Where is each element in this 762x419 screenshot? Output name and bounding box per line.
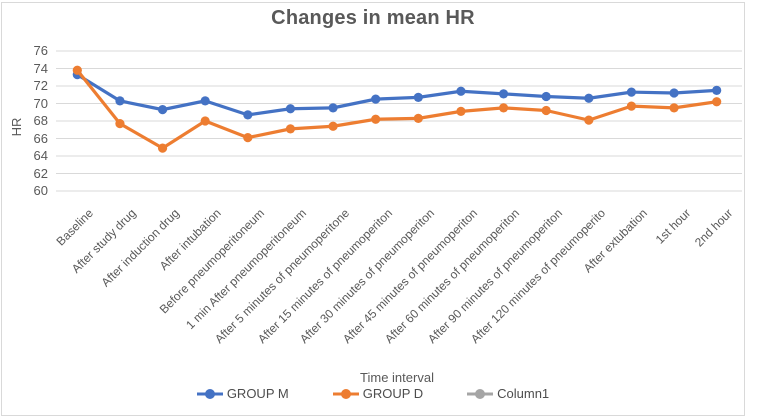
data-point-group-d bbox=[413, 113, 423, 123]
data-point-group-d bbox=[669, 103, 679, 113]
data-point-group-d bbox=[328, 121, 338, 131]
data-point-group-m bbox=[371, 94, 381, 104]
legend: GROUP M GROUP D Column1 bbox=[0, 386, 746, 401]
data-point-group-d bbox=[72, 65, 82, 75]
y-tick-label: 76 bbox=[33, 43, 48, 58]
chart-border bbox=[1, 2, 745, 416]
data-point-group-d bbox=[456, 106, 466, 116]
data-point-group-d bbox=[626, 101, 637, 111]
y-tick-label: 62 bbox=[33, 165, 48, 181]
series-line-group-d bbox=[75, 68, 719, 150]
data-point-group-d bbox=[712, 97, 722, 107]
data-point-group-m bbox=[498, 89, 509, 99]
y-tick-label: 74 bbox=[33, 60, 48, 76]
series-line-group-m bbox=[75, 73, 719, 117]
data-point-group-d bbox=[371, 114, 381, 124]
data-point-group-d bbox=[498, 103, 509, 113]
x-axis-title: Time interval bbox=[360, 370, 434, 385]
data-point-group-m bbox=[200, 96, 210, 106]
legend-item-group-m: GROUP M bbox=[196, 386, 289, 401]
data-point-group-m bbox=[541, 91, 551, 102]
y-tick-label: 66 bbox=[33, 130, 48, 146]
y-tick-label: 64 bbox=[33, 148, 48, 163]
data-point-group-m bbox=[584, 93, 594, 103]
y-tick-label: 68 bbox=[33, 113, 48, 128]
legend-label: GROUP D bbox=[362, 386, 424, 401]
data-point-group-m bbox=[328, 103, 338, 113]
data-point-group-d bbox=[285, 124, 296, 134]
data-point-group-d bbox=[115, 119, 125, 129]
data-point-group-m bbox=[456, 86, 466, 96]
data-point-group-m bbox=[285, 104, 296, 114]
legend-item-column1: Column1 bbox=[467, 386, 549, 401]
legend-label: GROUP M bbox=[226, 386, 289, 401]
data-point-group-d bbox=[157, 143, 168, 153]
data-point-group-d bbox=[584, 115, 594, 125]
legend-marker-icon bbox=[332, 388, 359, 399]
legend-marker-icon bbox=[196, 388, 223, 399]
data-point-group-m bbox=[243, 110, 253, 120]
y-tick-label: 60 bbox=[33, 183, 48, 198]
y-tick-label: 70 bbox=[33, 95, 48, 111]
data-point-group-m bbox=[413, 92, 423, 102]
legend-label: Column1 bbox=[497, 386, 550, 401]
data-point-group-d bbox=[243, 133, 253, 143]
data-point-group-m bbox=[626, 87, 637, 97]
data-point-group-m bbox=[115, 96, 125, 106]
legend-item-group-d: GROUP D bbox=[332, 386, 424, 401]
data-point-group-m bbox=[157, 105, 168, 115]
y-tick-label: 72 bbox=[33, 78, 48, 93]
legend-marker-icon bbox=[467, 388, 494, 399]
data-point-group-m bbox=[669, 88, 679, 98]
data-point-group-d bbox=[200, 116, 210, 126]
data-point-group-d bbox=[541, 105, 551, 116]
chart-title: Changes in mean HR bbox=[271, 7, 475, 29]
data-point-group-m bbox=[712, 85, 722, 95]
